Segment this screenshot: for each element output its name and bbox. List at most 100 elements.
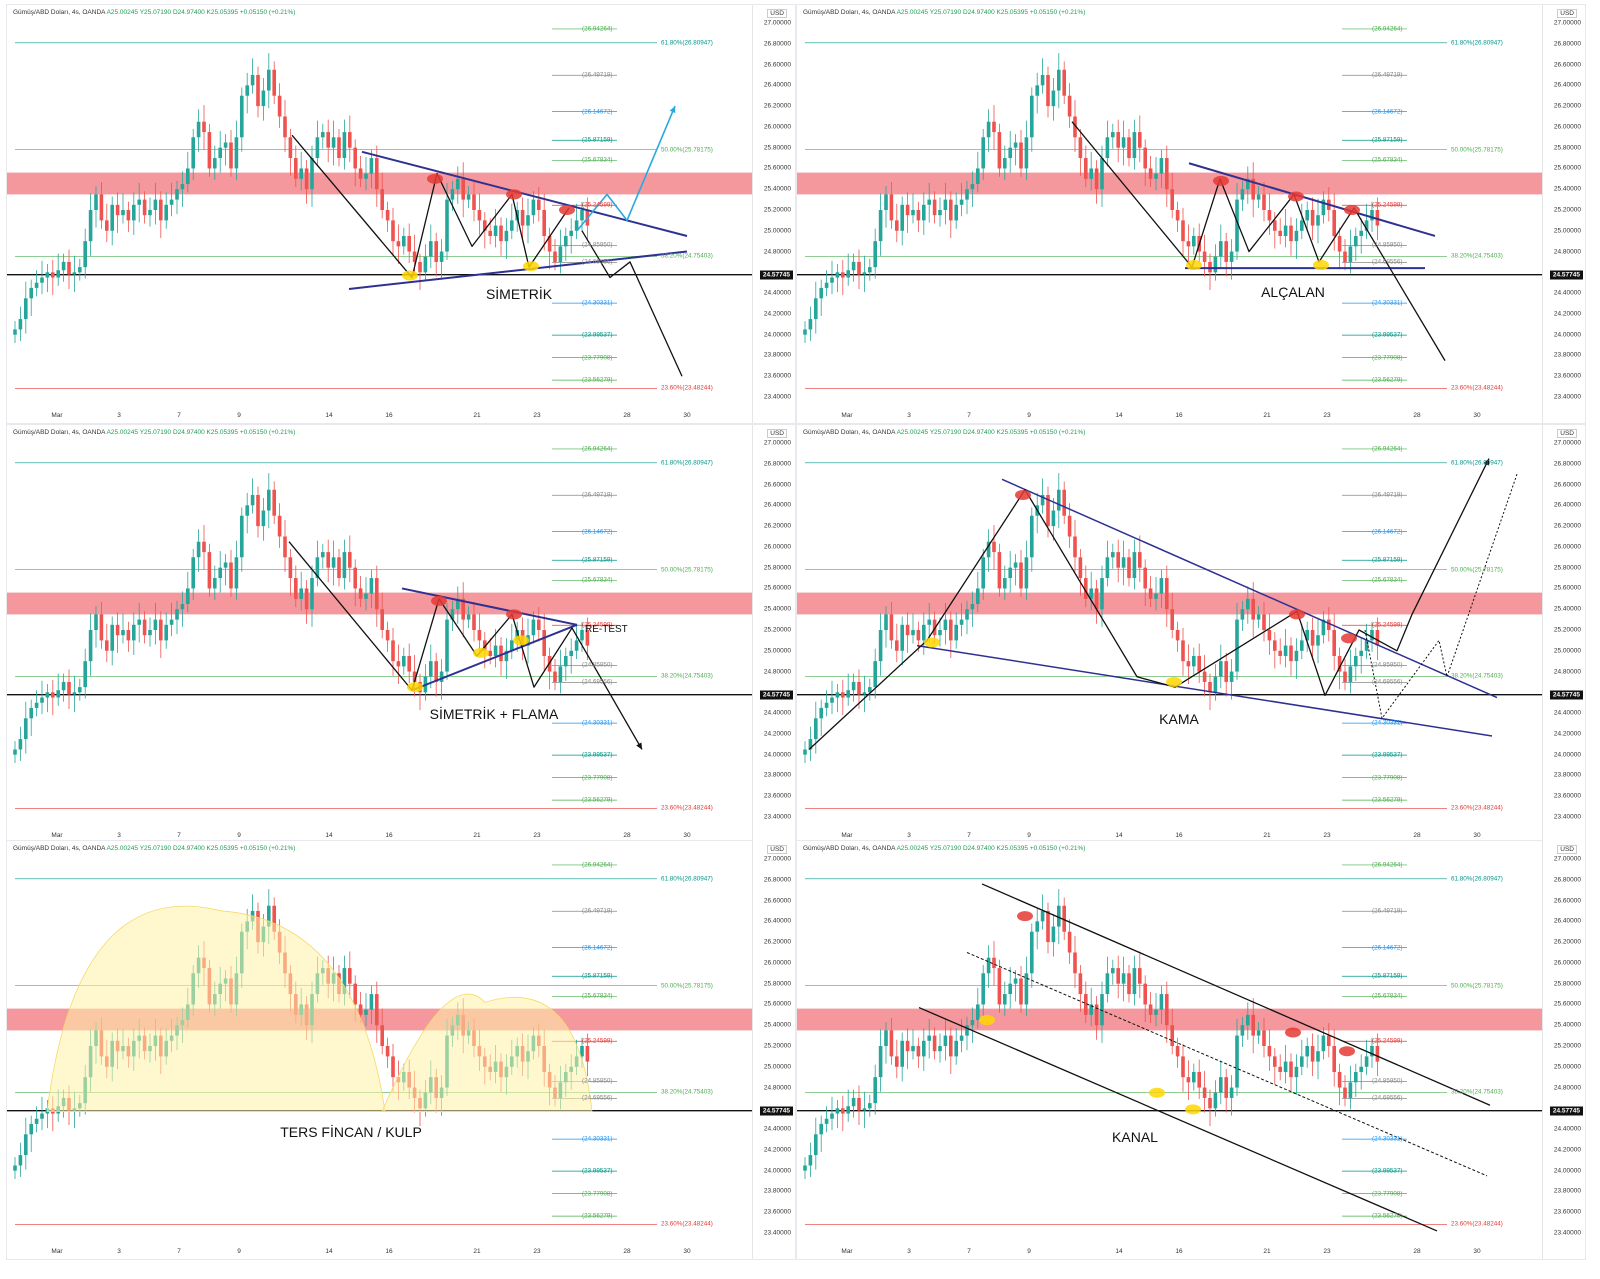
fib-level-label: (25.67834) <box>1372 576 1403 584</box>
y-tick-label: 25.40000 <box>1553 605 1581 613</box>
candle-body <box>1046 494 1050 527</box>
candle-body <box>466 614 471 620</box>
fib-level-label: (23.99537) <box>582 331 613 339</box>
upper-channel-line <box>981 883 1491 1106</box>
candle-body <box>267 489 271 511</box>
candle-body <box>1094 1004 1099 1026</box>
fib-level-label: (25.67834) <box>582 576 613 584</box>
x-tick-label: 3 <box>907 1248 911 1255</box>
candle-body <box>310 158 314 190</box>
lower-trendline <box>916 644 1493 737</box>
price-axis[interactable] <box>1542 841 1585 1259</box>
candle-body <box>304 588 309 610</box>
candle-body <box>830 1113 834 1119</box>
fib-level-label: (25.24599) <box>1372 1037 1403 1045</box>
candle-body <box>916 630 921 641</box>
fib-level-label: (26.94264) <box>1372 861 1403 869</box>
price-axis[interactable] <box>752 425 795 843</box>
price-axis[interactable] <box>1542 425 1585 843</box>
candle-body <box>245 505 249 516</box>
symbol-name: Gümüş/ABD Doları, 4s, OANDA <box>13 429 107 436</box>
candle-body <box>1035 921 1039 932</box>
top-marker <box>1288 191 1304 202</box>
x-tick-label: 21 <box>1263 1248 1271 1255</box>
candle-body <box>943 1035 948 1046</box>
candle-body <box>895 220 899 231</box>
y-tick-label: 24.40000 <box>1553 289 1581 297</box>
currency-selector[interactable]: USD <box>767 9 787 18</box>
candle-body <box>1240 609 1245 620</box>
fib-level-label: (23.77908) <box>1372 774 1403 782</box>
candle-body <box>814 1134 818 1156</box>
candle-body <box>304 168 309 190</box>
y-tick-label: 24.20000 <box>763 730 791 738</box>
candle-body <box>504 230 509 242</box>
candle-body <box>29 707 33 719</box>
candle-body <box>1159 158 1164 174</box>
candle-body <box>1348 1082 1353 1098</box>
candle-body <box>1278 1066 1282 1072</box>
candle-body <box>851 1097 856 1107</box>
x-tick-label: 21 <box>473 832 481 839</box>
candle-body <box>412 671 417 682</box>
candle-body <box>1148 588 1153 599</box>
x-tick-label: Mar <box>51 1248 63 1255</box>
candle-body <box>310 578 314 610</box>
fib-level-label: 50.00%(25.78175) <box>661 566 713 574</box>
candle-body <box>412 251 417 262</box>
y-tick-label: 25.00000 <box>1553 647 1581 655</box>
currency-selector[interactable]: USD <box>1557 9 1577 18</box>
candle-body <box>1262 194 1266 210</box>
candle-body <box>1224 241 1228 262</box>
pattern-title: ALÇALAN <box>1261 284 1325 300</box>
price-axis[interactable] <box>1542 5 1585 423</box>
candle-body <box>1121 137 1126 148</box>
fib-level-label: 61.80%(26.80947) <box>1451 459 1503 467</box>
candle-body <box>1078 557 1083 579</box>
resistance-zone <box>797 592 1542 615</box>
price-axis[interactable] <box>752 841 795 1259</box>
candle-body <box>1375 1046 1380 1062</box>
candle-body <box>407 655 411 672</box>
candle-body <box>1310 630 1315 646</box>
retest-note: RE-TEST <box>585 624 628 635</box>
candle-body <box>391 220 395 242</box>
resistance-zone <box>797 1008 1542 1031</box>
currency-selector[interactable]: USD <box>767 429 787 438</box>
candle-body <box>1057 905 1061 927</box>
current-price-tag: 24.57745 <box>759 270 793 280</box>
candle-body <box>1283 1061 1288 1072</box>
top-marker <box>506 609 522 620</box>
candle-body <box>13 329 17 335</box>
candle-body <box>1062 905 1066 932</box>
candle-body <box>938 630 942 636</box>
top-marker <box>431 595 447 606</box>
candle-body <box>1013 978 1018 984</box>
fib-level-label: (26.94264) <box>1372 25 1403 33</box>
candle-body <box>1305 1046 1309 1057</box>
currency-selector[interactable]: USD <box>767 845 787 854</box>
y-tick-label: 25.40000 <box>763 605 791 613</box>
candle-body <box>83 241 87 268</box>
x-tick-label: Mar <box>51 832 63 839</box>
bottom-marker <box>924 637 940 648</box>
price-axis[interactable] <box>752 5 795 423</box>
candle-body <box>895 640 899 651</box>
candle-body <box>1154 593 1158 599</box>
currency-selector[interactable]: USD <box>1557 845 1577 854</box>
candle-body <box>857 681 861 695</box>
fib-level-label: (26.14672) <box>582 944 613 952</box>
candle-body <box>1321 199 1326 216</box>
candle-body <box>126 630 131 641</box>
fib-level-label: (26.49719) <box>1372 491 1403 499</box>
x-tick-label: 14 <box>1115 832 1123 839</box>
candle-body <box>846 690 850 698</box>
currency-selector[interactable]: USD <box>1557 429 1577 438</box>
candle-body <box>1013 562 1018 568</box>
y-tick-label: 23.60000 <box>763 792 791 800</box>
candle-body <box>1300 1056 1304 1067</box>
candle-body <box>976 588 980 605</box>
candle-body <box>851 681 856 691</box>
candle-body <box>348 132 352 148</box>
resistance-zone <box>7 172 752 195</box>
